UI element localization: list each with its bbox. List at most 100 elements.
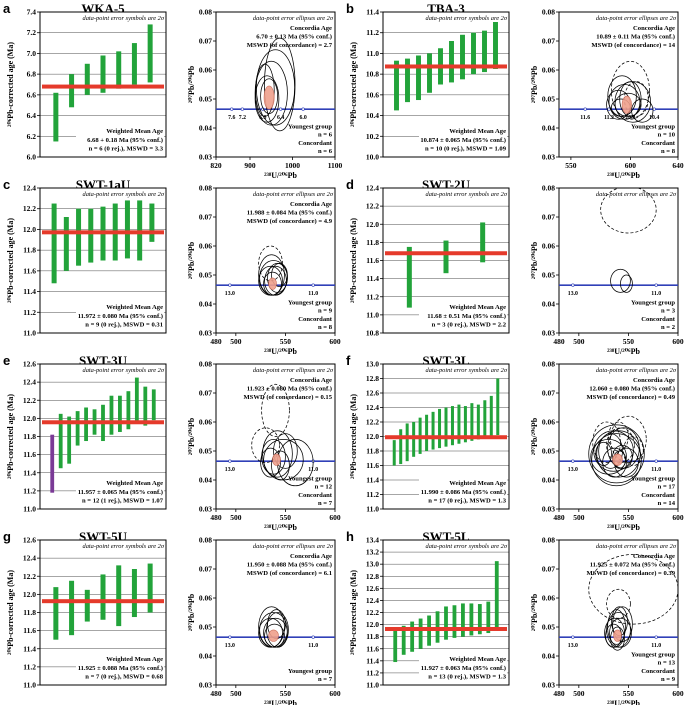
y-tick-label: 11.2: [366, 490, 379, 499]
y-tick-label: 12.6: [23, 536, 36, 545]
y-tick-label: 0.04: [199, 476, 212, 485]
age-bar: [461, 603, 465, 637]
concordia-age-label: 11.0: [651, 291, 661, 297]
concordia-age-label: 13.0: [568, 643, 578, 649]
discordant-ellipse: [610, 60, 650, 120]
y-tick-label: 6.2: [27, 132, 37, 141]
concordia-content: 13.0 11.0: [559, 188, 678, 297]
data-ellipse: [610, 268, 631, 293]
youngest-group-text: Youngest group: [288, 668, 332, 675]
youngest-group-text: n = 2: [661, 324, 676, 331]
error-note: data-point error symbols are 2σ: [426, 543, 508, 550]
youngest-group-text: n = 3: [661, 308, 676, 315]
youngest-group-text: Youngest group: [631, 475, 675, 482]
x-tick-label: 820: [210, 161, 222, 170]
concordia-age-label: 6.0: [300, 115, 307, 121]
y-tick-label: 0.04: [542, 476, 555, 485]
note-bg: [88, 190, 165, 198]
discordant-ellipse: [610, 415, 647, 463]
concordia-tick-mark: [301, 107, 305, 111]
panel-a: a WKA-56.06.26.46.66.87.07.27.4²⁰⁶Pb-corr…: [3, 1, 343, 180]
y-tick-label: 0.04: [199, 300, 212, 309]
weighted-mean-text: n = 10 (0 rej.), MSWD = 1.09: [425, 146, 507, 153]
weighted-mean-text: Weighted Mean Age: [106, 480, 163, 487]
concordia-age-label: 11.6: [580, 115, 590, 121]
age-bar: [88, 208, 94, 263]
data-ellipse: [612, 606, 633, 642]
concordia-tick-mark: [228, 283, 232, 287]
y-tick-label: 12.8: [366, 374, 379, 383]
ellipse-note: data-point error ellipses are 2σ: [253, 15, 334, 22]
y-tick-label: 0.06: [199, 242, 212, 251]
y-tick-label: 11.8: [366, 238, 379, 247]
x-tick-label: 600: [672, 513, 684, 522]
x-tick-label: 500: [230, 513, 242, 522]
age-bar: [471, 32, 476, 75]
y-tick-label: 13.0: [366, 560, 379, 569]
weighted-mean-text: n = 6 (0 rej.), MSWD = 3.3: [89, 146, 164, 153]
x-tick-label: 550: [623, 337, 635, 346]
concordia-age-text: MSWD (of concordance) = 4.9: [247, 218, 333, 225]
age-bar: [84, 63, 90, 95]
weighted-mean-text: n = 7 (0 rej.), MSWD = 0.68: [85, 674, 163, 681]
weighted-mean-line: [42, 420, 164, 425]
y-tick-label: 0.07: [542, 37, 555, 46]
concordia-age-ellipse: [621, 95, 632, 114]
youngest-group-text: n = 17: [658, 484, 676, 491]
weighted-mean-text: Weighted Mean Age: [449, 480, 506, 487]
age-bar: [69, 74, 75, 108]
y-axis-label: ²⁰⁶Pb-corrected age (Ma): [349, 42, 358, 127]
y-tick-label: 7.0: [27, 49, 37, 58]
y-tick-label: 11.4: [366, 656, 379, 665]
wm-box: [76, 125, 164, 155]
y-tick-label: 11.6: [23, 266, 36, 275]
y-tick-label: 11.4: [23, 468, 36, 477]
concordia-age-label: 13.0: [568, 467, 578, 473]
y-tick-label: 12.2: [23, 396, 36, 405]
age-bar: [131, 569, 137, 618]
age-bar: [149, 203, 155, 242]
youngest-group-text: Concordant: [641, 668, 676, 675]
weighted-mean-text: Weighted Mean Age: [449, 656, 506, 663]
x-tick-label: 480: [210, 689, 222, 698]
y-tick-label: 11.0: [23, 329, 36, 338]
data-ellipse: [263, 271, 282, 296]
weighted-mean-text: n = 17 (0 rej.), MSWD = 1.3: [428, 498, 506, 505]
concordia-content: 7.6 7.2 6.8 6.4 6.0: [216, 37, 335, 132]
age-bar: [392, 440, 396, 466]
concordia-content: 13.0 11.0: [216, 245, 335, 297]
age-bar: [443, 240, 449, 274]
ellipse-note: data-point error ellipses are 2σ: [253, 543, 334, 550]
y-tick-label: 12.6: [366, 389, 379, 398]
y-tick-label: 12.2: [366, 418, 379, 427]
ratio-x-label: ²³⁸U/²⁰⁶Pb: [264, 171, 297, 180]
age-bar: [134, 377, 139, 423]
concordia-age-text: MSWD (of concordance) = 2.7: [247, 42, 333, 49]
weighted-mean-text: 11.957 ± 0.065 Ma (95% conf.): [78, 489, 163, 496]
age-bar: [53, 587, 59, 640]
y-tick-label: 11.6: [366, 644, 379, 653]
y-tick-label: 12.6: [366, 584, 379, 593]
age-bar: [53, 92, 59, 142]
age-bar: [450, 406, 454, 446]
y-tick-label: 11.2: [366, 28, 379, 37]
ellipse-note: data-point error ellipses are 2σ: [253, 191, 334, 198]
concordia-age-text: Concordia Age: [633, 553, 675, 560]
age-bar: [438, 408, 442, 449]
age-bar: [405, 423, 409, 462]
age-bar: [431, 411, 435, 450]
age-bar: [116, 565, 122, 627]
x-tick-label: 600: [672, 689, 684, 698]
data-ellipse: [256, 49, 295, 126]
youngest-group-text: n = 10: [658, 132, 676, 139]
y-tick-label: 0.07: [199, 565, 212, 574]
concordia-tick-mark: [228, 459, 232, 463]
concordia-age-label: 11.0: [651, 643, 661, 649]
panel-g: g SWT-5U11.011.211.411.611.812.012.212.41…: [3, 529, 341, 705]
age-bar: [449, 41, 454, 83]
panel-d: d SWT-2U10.811.011.211.411.611.812.012.21…: [346, 177, 684, 356]
concordia-tick-mark: [654, 283, 658, 287]
y-tick-label: 11.8: [366, 447, 379, 456]
wm-box: [419, 125, 507, 155]
concordia-content: 13.0 11.0: [216, 383, 335, 487]
